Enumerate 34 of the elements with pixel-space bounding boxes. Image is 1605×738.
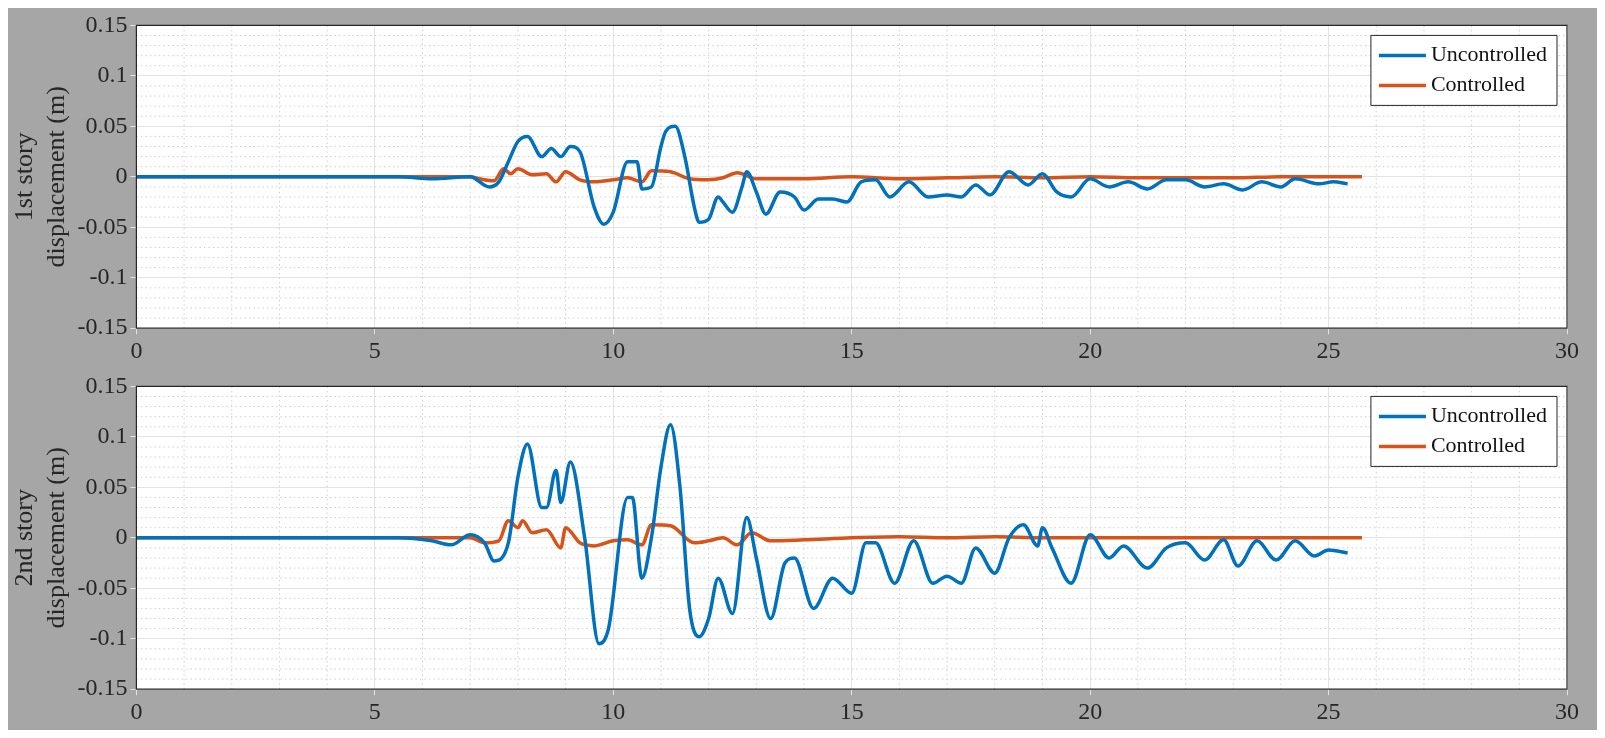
y-axis-title: 2nd story displacement (m) <box>9 447 70 629</box>
y-tick-label: 0 <box>115 523 128 550</box>
x-tick-label: 30 <box>1555 697 1579 724</box>
x-tick-label: 20 <box>1078 697 1103 724</box>
x-tick-label: 5 <box>368 336 381 363</box>
x-tick-label: 25 <box>1316 336 1341 363</box>
y-tick-label: -0.1 <box>89 624 128 651</box>
x-tick-label: 10 <box>601 697 626 724</box>
y-tick-label: -0.15 <box>77 313 128 340</box>
y-tick-label: 0.05 <box>85 111 128 138</box>
y-axis-title: 1st story displacement (m) <box>9 86 70 268</box>
y-tick-label: 0.15 <box>85 10 128 37</box>
y-tick-label: 0.15 <box>85 371 128 398</box>
legend-label: Controlled <box>1430 71 1526 97</box>
x-tick-label: 25 <box>1316 697 1341 724</box>
y-tick-label: 0.05 <box>85 472 128 499</box>
x-tick-label: 15 <box>839 697 864 724</box>
x-tick-label: 5 <box>368 697 381 724</box>
legend-label: Controlled <box>1430 432 1526 458</box>
y-tick-label: -0.15 <box>77 674 128 701</box>
line-series <box>136 124 1350 226</box>
y-tick-label: 0.1 <box>97 422 128 449</box>
y-tick-label: -0.05 <box>77 573 128 600</box>
x-tick-label: 30 <box>1555 336 1579 363</box>
x-tick-label: 10 <box>601 336 626 363</box>
y-tick-label: -0.05 <box>77 212 128 239</box>
line-series <box>136 423 1350 646</box>
y-tick-label: -0.1 <box>89 263 128 290</box>
x-tick-label: 15 <box>839 336 864 363</box>
legend-label: Uncontrolled <box>1430 402 1548 428</box>
x-tick-label: 20 <box>1078 336 1103 363</box>
legend-label: Uncontrolled <box>1430 41 1548 67</box>
y-tick-label: 0 <box>115 162 128 189</box>
y-tick-label: 0.1 <box>97 61 128 88</box>
